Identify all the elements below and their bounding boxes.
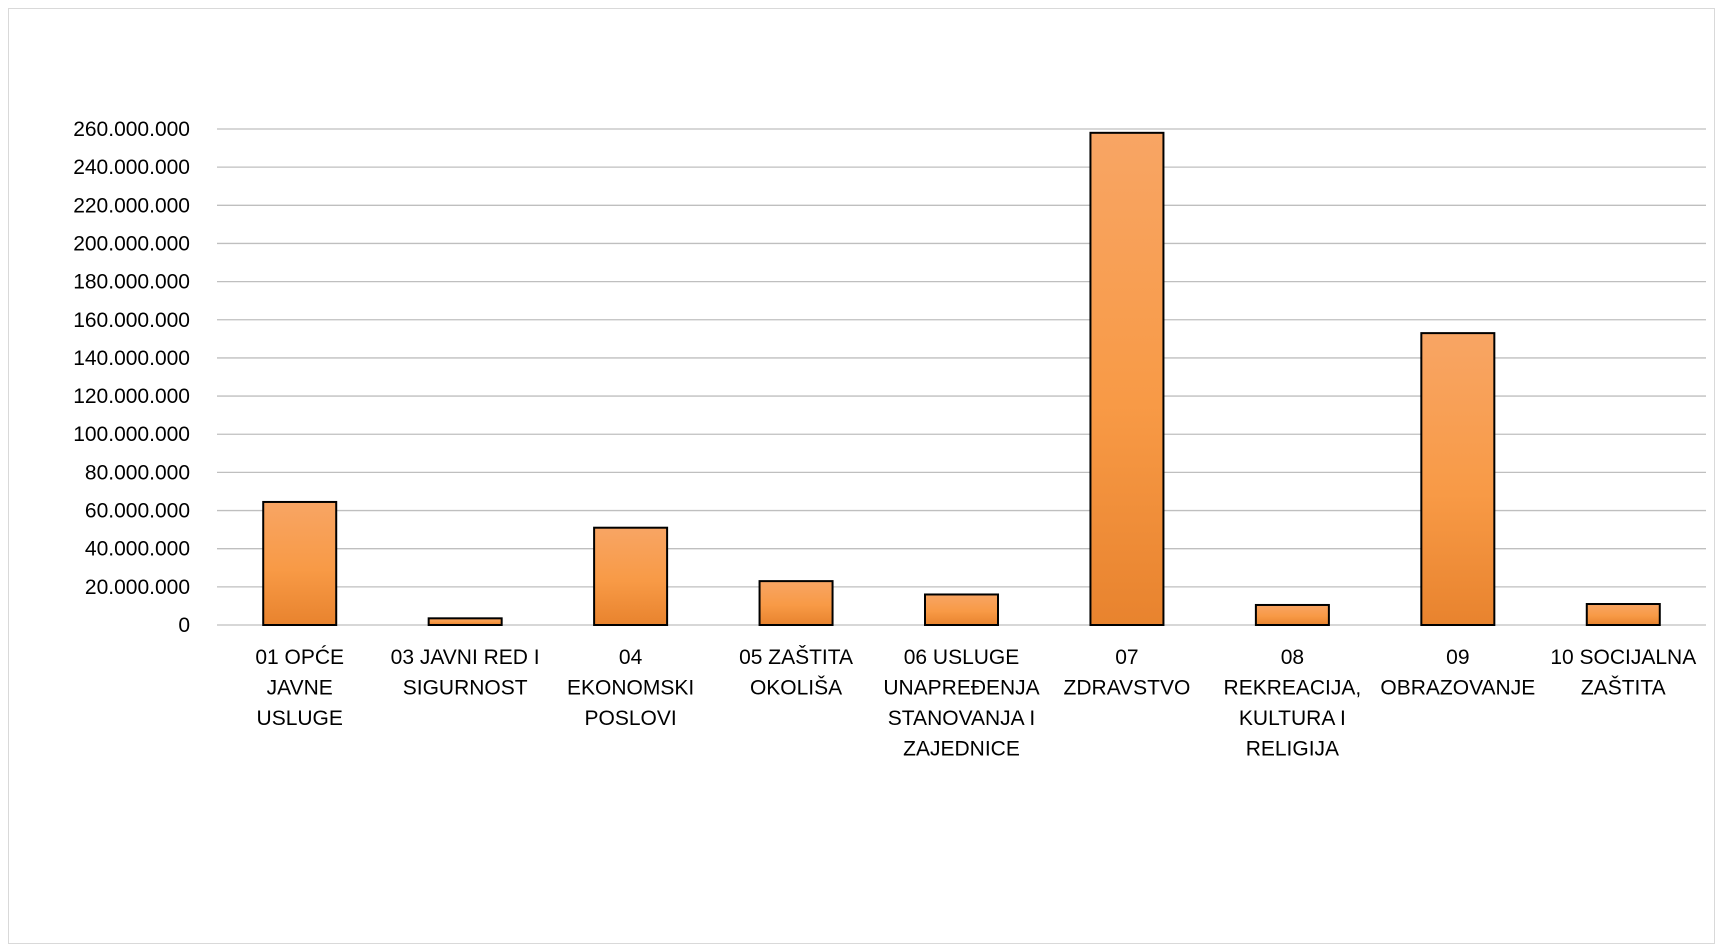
x-category-label-line: 07 xyxy=(1115,646,1138,669)
y-tick-label: 0 xyxy=(178,614,190,637)
gridlines xyxy=(217,128,1706,626)
x-category-label-line: USLUGE xyxy=(257,707,343,730)
x-category-label-line: POSLOVI xyxy=(585,707,677,730)
x-category-label-line: 03 JAVNI RED I xyxy=(391,646,540,669)
x-category-label: 01 OPĆE JAVNE USLUGE xyxy=(255,646,344,730)
bar xyxy=(924,593,999,627)
x-category-label-line: RELIGIJA xyxy=(1246,738,1339,761)
y-tick-label: 100.000.000 xyxy=(73,423,190,446)
x-category-label: 09 OBRAZOVANJE xyxy=(1380,646,1535,700)
x-category-label-line: 06 USLUGE xyxy=(904,646,1020,669)
x-category-label: 03 JAVNI RED I SIGURNOST xyxy=(391,646,540,700)
y-tick-label: 240.000.000 xyxy=(73,156,190,179)
x-category-label-line: OBRAZOVANJE xyxy=(1380,677,1535,700)
chart-area: 0 20.000.000 40.000.000 60.000.000 80.000.00… xyxy=(8,8,1715,944)
bar xyxy=(427,617,503,626)
x-category-label: 06 USLUGE UNAPREĐENJA STANOVANJA I ZAJEDNIC… xyxy=(883,646,1039,761)
x-category-label-line: OKOLIŠA xyxy=(750,677,842,700)
x-category-label: 04 EKONOMSKI POSLOVI xyxy=(567,646,694,730)
y-tick-label: 220.000.000 xyxy=(73,194,190,217)
x-category-label-line: STANOVANJA I xyxy=(888,707,1035,730)
x-category-label-line: JAVNE xyxy=(267,677,333,700)
bar xyxy=(593,526,669,627)
bar xyxy=(758,580,834,626)
x-category-label: 10 SOCIJALNA ZAŠTITA xyxy=(1550,646,1696,700)
x-category-label-line: EKONOMSKI xyxy=(567,677,694,700)
x-category-label: 07 ZDRAVSTVO xyxy=(1064,646,1191,700)
x-category-label-line: 01 OPĆE xyxy=(255,646,344,669)
y-tick-label: 120.000.000 xyxy=(73,385,190,408)
x-category-label-line: 09 xyxy=(1446,646,1469,669)
x-category-label-line: UNAPREĐENJA xyxy=(883,677,1039,700)
bar xyxy=(1089,131,1165,626)
x-category-label-line: KULTURA I xyxy=(1239,707,1346,730)
x-category-label-line: ZDRAVSTVO xyxy=(1064,677,1191,700)
bar xyxy=(1585,603,1661,626)
x-category-label: 05 ZAŠTITA OKOLIŠA xyxy=(739,646,853,700)
y-tick-label: 260.000.000 xyxy=(73,118,190,141)
x-category-label-line: 10 SOCIJALNA xyxy=(1550,646,1696,669)
bar xyxy=(1254,603,1330,627)
x-category-label-line: 08 xyxy=(1281,646,1304,669)
y-tick-label: 60.000.000 xyxy=(85,500,190,523)
bar xyxy=(262,500,338,627)
x-axis-category-labels: 01 OPĆE JAVNE USLUGE 03 JAVNI RED I SIGURNOS… xyxy=(255,646,1696,761)
y-tick-label: 140.000.000 xyxy=(73,347,190,370)
y-tick-label: 20.000.000 xyxy=(85,576,190,599)
x-category-label: 08 REKREACIJA, KULTURA I RELIGIJA xyxy=(1224,646,1362,761)
x-category-label-line: ZAŠTITA xyxy=(1581,677,1666,700)
y-tick-label: 200.000.000 xyxy=(73,232,190,255)
x-category-label-line: ZAJEDNICE xyxy=(903,738,1020,761)
bar xyxy=(1420,332,1496,626)
y-tick-label: 180.000.000 xyxy=(73,271,190,294)
x-category-label-line: 04 xyxy=(619,646,643,669)
x-category-label-line: REKREACIJA, xyxy=(1224,677,1362,700)
y-axis-tick-labels: 0 20.000.000 40.000.000 60.000.000 80.000.00… xyxy=(73,118,190,637)
x-category-label-line: 05 ZAŠTITA xyxy=(739,646,853,669)
y-tick-label: 80.000.000 xyxy=(85,461,190,484)
bar-chart: 0 20.000.000 40.000.000 60.000.000 80.000.00… xyxy=(73,118,1706,761)
y-tick-label: 40.000.000 xyxy=(85,538,190,561)
x-category-label-line: SIGURNOST xyxy=(403,677,528,700)
bars xyxy=(262,131,1661,627)
y-tick-label: 160.000.000 xyxy=(73,309,190,332)
